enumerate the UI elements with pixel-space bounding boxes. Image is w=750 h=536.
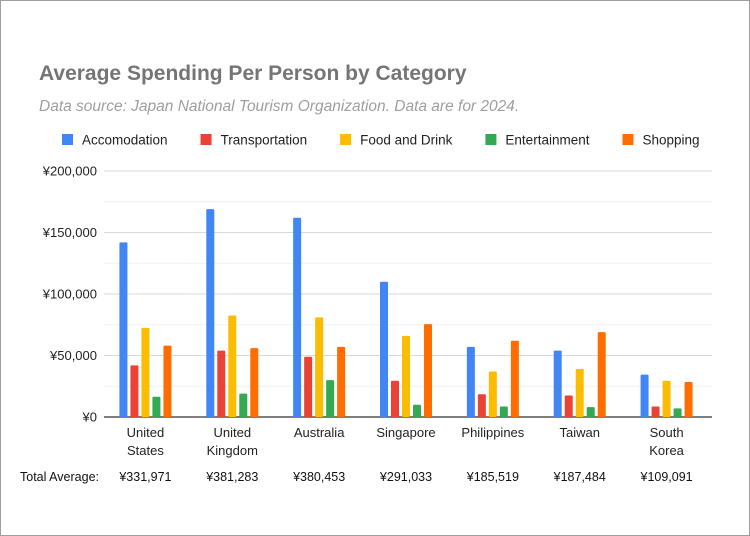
legend-label: Transportation xyxy=(221,133,308,148)
bar xyxy=(217,350,226,417)
y-tick-label: ¥100,000 xyxy=(42,287,97,302)
x-tick-label: Taiwan xyxy=(559,425,599,440)
legend-swatch xyxy=(622,134,634,145)
x-tick-label: Singapore xyxy=(376,425,435,440)
bar xyxy=(402,335,410,417)
bar xyxy=(575,369,584,417)
x-tick-label: United xyxy=(213,425,251,440)
total-value: ¥380,453 xyxy=(292,470,345,484)
bar xyxy=(119,242,128,417)
x-tick-label: South xyxy=(650,425,684,440)
bar xyxy=(662,380,671,417)
bar xyxy=(391,380,399,417)
x-tick-label: United xyxy=(127,425,165,440)
bar xyxy=(239,393,248,417)
bar xyxy=(130,365,139,417)
bar xyxy=(413,404,421,417)
legend-label: Accomodation xyxy=(82,133,168,148)
x-tick-label: Philippines xyxy=(461,425,524,440)
bar xyxy=(640,374,649,417)
bar xyxy=(337,346,346,417)
bar xyxy=(586,407,595,417)
bar xyxy=(141,327,150,417)
bar xyxy=(304,356,313,417)
bar xyxy=(673,408,682,417)
bar xyxy=(228,315,237,417)
bar xyxy=(488,371,497,417)
x-tick-label: Korea xyxy=(649,443,684,458)
y-tick-label: ¥50,000 xyxy=(49,348,97,363)
total-value: ¥331,971 xyxy=(118,470,171,484)
bar xyxy=(424,324,432,417)
legend-swatch xyxy=(485,134,497,145)
legend-label: Shopping xyxy=(642,133,699,148)
bar xyxy=(293,217,302,417)
bar xyxy=(152,396,161,417)
legend-swatch xyxy=(340,134,352,145)
bar xyxy=(597,332,606,417)
bar xyxy=(163,345,172,417)
total-value: ¥185,519 xyxy=(466,470,519,484)
bar xyxy=(315,317,324,417)
x-tick-label: States xyxy=(127,443,164,458)
bar xyxy=(380,281,388,417)
total-value: ¥187,484 xyxy=(553,470,606,484)
legend-label: Food and Drink xyxy=(360,133,453,148)
bar xyxy=(651,406,660,417)
bar xyxy=(466,346,475,417)
totals-label: Total Average: xyxy=(20,470,99,484)
y-tick-label: ¥150,000 xyxy=(42,225,97,240)
y-tick-label: ¥200,000 xyxy=(42,164,97,179)
bar xyxy=(477,394,486,417)
chart-subtitle: Data source: Japan National Tourism Orga… xyxy=(39,98,520,115)
bar xyxy=(553,350,562,417)
y-tick-label: ¥0 xyxy=(82,410,97,425)
total-value: ¥291,033 xyxy=(379,470,432,484)
legend-label: Entertainment xyxy=(505,133,589,148)
total-value: ¥381,283 xyxy=(205,470,258,484)
bar xyxy=(564,395,573,417)
bar xyxy=(684,381,693,417)
x-tick-label: Australia xyxy=(294,425,345,440)
bar xyxy=(250,348,259,417)
bar xyxy=(499,406,508,417)
x-tick-label: Kingdom xyxy=(207,443,258,458)
total-value: ¥109,091 xyxy=(640,470,693,484)
bar xyxy=(206,209,215,417)
bar xyxy=(326,380,335,417)
bar xyxy=(510,340,519,417)
chart-title: Average Spending Per Person by Category xyxy=(39,62,467,85)
legend-swatch xyxy=(62,134,73,145)
legend-swatch xyxy=(200,134,212,145)
